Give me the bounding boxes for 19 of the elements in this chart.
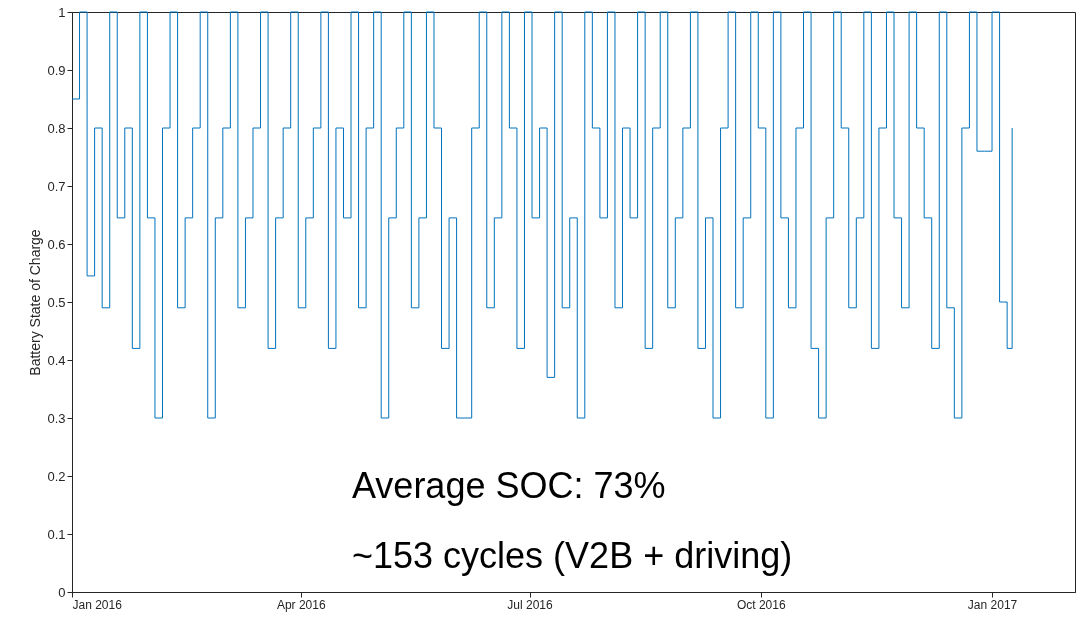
x-tick-label: Jan 2016: [72, 597, 123, 612]
y-tick-label: 0.5: [47, 294, 66, 310]
y-tick-label: 0.6: [47, 236, 66, 252]
y-tick-label: 1: [58, 4, 66, 20]
x-tick-label: Jul 2016: [507, 597, 554, 612]
annotation: ~153 cycles (V2B + driving): [352, 535, 793, 576]
x-tick-label: Oct 2016: [736, 597, 786, 612]
y-tick-label: 0.9: [47, 62, 66, 78]
y-tick-label: 0.3: [47, 410, 66, 426]
annotation: Average SOC: 73%: [352, 465, 666, 506]
y-tick-label: 0.7: [47, 178, 66, 194]
y-tick-label: 0.2: [47, 468, 66, 484]
x-tick-label: Apr 2016: [276, 597, 326, 612]
y-tick-label: 0.8: [47, 120, 66, 136]
y-tick-label: 0.1: [47, 526, 66, 542]
y-tick-label: 0.4: [47, 352, 66, 368]
y-tick-label: 0: [58, 584, 66, 600]
y-axis-title: Battery State of Charge: [27, 229, 44, 376]
x-tick-label: Jan 2017: [967, 597, 1018, 612]
